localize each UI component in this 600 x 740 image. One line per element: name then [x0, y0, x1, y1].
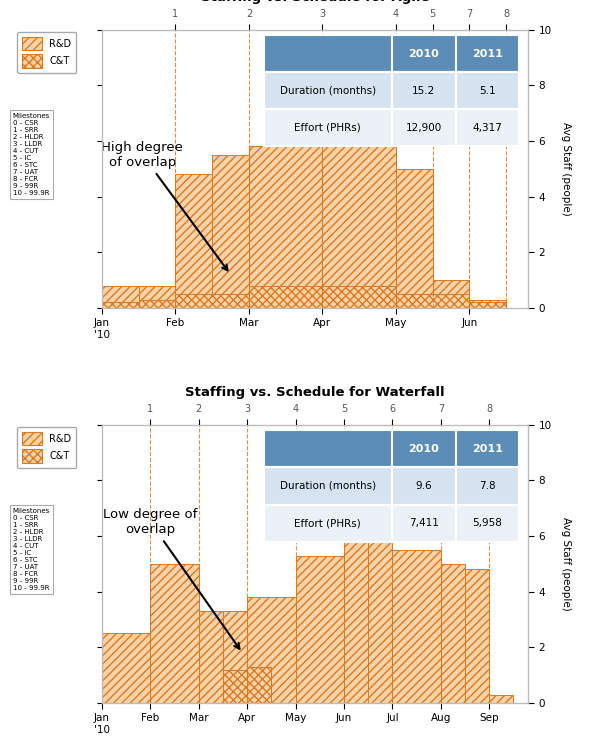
Bar: [322, 147, 396, 308]
Bar: [249, 286, 322, 308]
Bar: [396, 294, 469, 308]
Bar: [139, 286, 175, 308]
Title: Staffing vs. Schedule for Waterfall: Staffing vs. Schedule for Waterfall: [185, 386, 445, 399]
Bar: [102, 286, 139, 308]
Bar: [296, 556, 344, 703]
Bar: [368, 542, 392, 703]
Bar: [392, 550, 441, 703]
Bar: [175, 294, 249, 308]
Bar: [249, 147, 322, 308]
Bar: [175, 175, 212, 308]
Bar: [465, 570, 489, 703]
Title: Staffing vs. Schedule for Agile: Staffing vs. Schedule for Agile: [201, 0, 429, 4]
Bar: [223, 670, 247, 703]
Text: Milestones
0 - CSR
1 - SRR
2 - HLDR
3 - LLDR
4 - CUT
5 - IC
6 - STC
7 - UAT
8 - : Milestones 0 - CSR 1 - SRR 2 - HLDR 3 - …: [13, 508, 50, 591]
Legend: R&D, C&T: R&D, C&T: [17, 32, 76, 73]
Bar: [212, 155, 249, 308]
Text: Low degree of
overlap: Low degree of overlap: [103, 508, 239, 649]
Legend: R&D, C&T: R&D, C&T: [17, 427, 76, 468]
Text: High degree
of overlap: High degree of overlap: [101, 141, 227, 270]
Bar: [489, 695, 514, 703]
Bar: [441, 564, 465, 703]
Y-axis label: Avg Staff (people): Avg Staff (people): [561, 122, 571, 215]
Bar: [469, 300, 506, 308]
Bar: [102, 303, 139, 308]
Bar: [344, 531, 368, 703]
Bar: [139, 300, 175, 308]
Bar: [433, 280, 469, 308]
Bar: [396, 169, 433, 308]
Bar: [247, 597, 296, 703]
Bar: [469, 303, 506, 308]
Bar: [223, 611, 247, 703]
Bar: [151, 564, 199, 703]
Bar: [247, 667, 271, 703]
Bar: [199, 611, 223, 703]
Y-axis label: Avg Staff (people): Avg Staff (people): [561, 517, 571, 610]
Bar: [102, 633, 151, 703]
Text: Milestones
0 - CSR
1 - SRR
2 - HLDR
3 - LLDR
4 - CUT
5 - IC
6 - STC
7 - UAT
8 - : Milestones 0 - CSR 1 - SRR 2 - HLDR 3 - …: [13, 113, 50, 196]
Bar: [322, 286, 396, 308]
